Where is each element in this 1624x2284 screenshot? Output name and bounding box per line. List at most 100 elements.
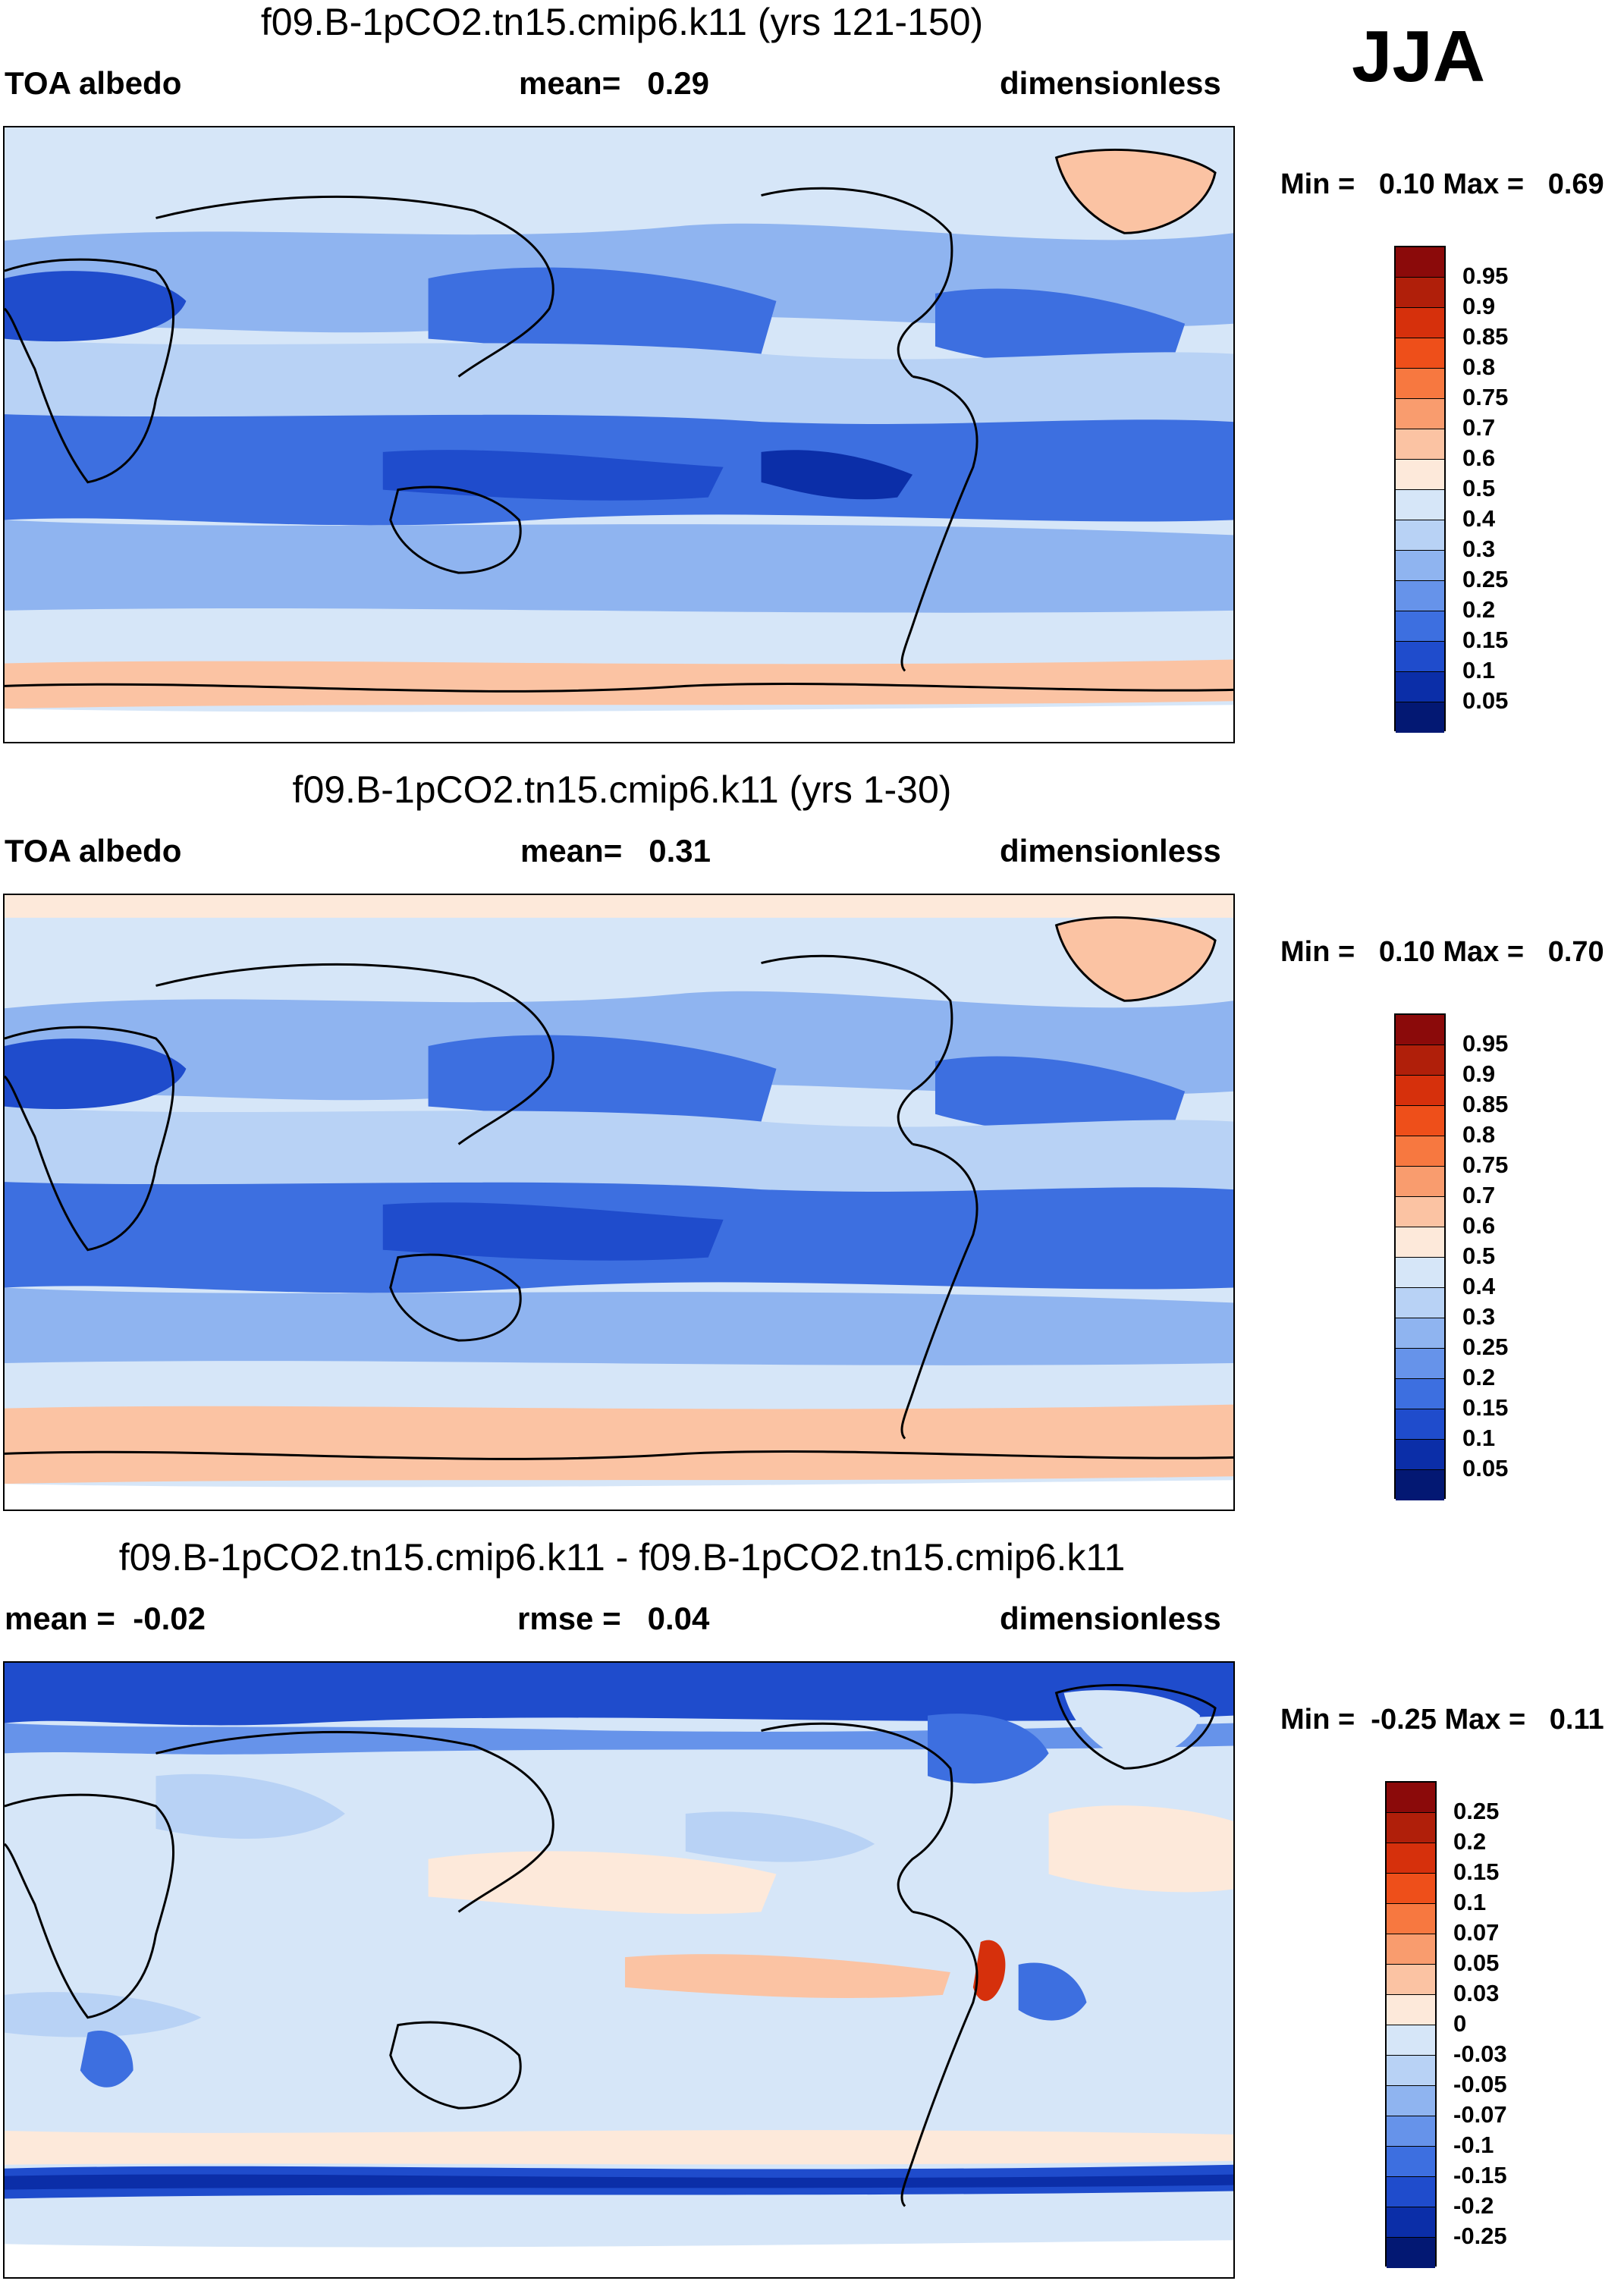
panel-2-units: dimensionless [1000, 833, 1221, 869]
colorbar-box [1396, 551, 1444, 581]
colorbar-box [1396, 1349, 1444, 1379]
colorbar-level-label: 0.75 [1462, 384, 1509, 410]
panel-1-units: dimensionless [1000, 65, 1221, 101]
colorbar-level-label: 0.6 [1462, 1212, 1496, 1239]
panel-3-minmax: Min = -0.25 Max = 0.11 [1280, 1704, 1604, 1736]
panel-2-map [3, 894, 1235, 1511]
panel-3-mean: mean = -0.02 [5, 1601, 206, 1636]
panel-1-variable: TOA albedo [5, 65, 182, 101]
colorbar-box [1396, 338, 1444, 369]
colorbar-level-label: 0.95 [1462, 262, 1509, 289]
panel-1-map [3, 126, 1235, 743]
colorbar-level-label: 0.1 [1462, 657, 1496, 683]
colorbar-box [1387, 1904, 1435, 1934]
colorbar-box [1396, 429, 1444, 460]
colorbar-level-label: 0.15 [1462, 1394, 1509, 1421]
panel-2-colorbar-labels: 0.95 0.9 0.85 0.8 0.75 0.7 0.6 0.5 0.4 0.3 0.25 0.2… [1462, 1013, 1553, 1499]
colorbar-level-label: -0.1 [1453, 2132, 1494, 2158]
colorbar-box [1396, 369, 1444, 399]
colorbar-level-label: 0.85 [1462, 1091, 1509, 1117]
colorbar-box [1387, 2177, 1435, 2207]
colorbar-level-label: 0.05 [1462, 1455, 1509, 1481]
colorbar-box [1387, 1783, 1435, 1813]
colorbar-box [1396, 1197, 1444, 1227]
colorbar-box [1396, 1288, 1444, 1318]
colorbar-level-label: 0.25 [1462, 1334, 1509, 1360]
colorbar-level-label: 0.25 [1462, 566, 1509, 592]
colorbar-level-label: 0.05 [1453, 1949, 1500, 1976]
panel-3-colorbar-labels: 0.25 0.2 0.15 0.1 0.07 0.05 0.03 0 -0.03 -0.05 -0.… [1453, 1781, 1552, 2267]
colorbar-level-label: 0.7 [1462, 1182, 1496, 1208]
colorbar-box [1387, 1813, 1435, 1843]
colorbar-level-label: 0.05 [1462, 687, 1509, 714]
panel-1-mean: mean= 0.29 [519, 65, 709, 101]
colorbar-level-label: 0.15 [1453, 1858, 1500, 1885]
colorbar-level-label: 0.4 [1462, 505, 1496, 532]
colorbar-box [1387, 2086, 1435, 2116]
colorbar-level-label: -0.25 [1453, 2223, 1507, 2249]
colorbar-level-label: -0.07 [1453, 2101, 1507, 2128]
colorbar-box [1387, 1934, 1435, 1965]
colorbar-level-label: 0.95 [1462, 1030, 1509, 1057]
panel-2-minmax: Min = 0.10 Max = 0.70 [1280, 936, 1604, 968]
colorbar-level-label: -0.2 [1453, 2192, 1494, 2219]
colorbar-level-label: 0.3 [1462, 1303, 1496, 1330]
colorbar-box [1396, 1440, 1444, 1470]
colorbar-level-label: 0.7 [1462, 414, 1496, 441]
colorbar-box [1387, 2116, 1435, 2147]
panel-1-colorbar [1394, 246, 1446, 733]
colorbar-level-label: 0.07 [1453, 1919, 1500, 1946]
colorbar-box [1396, 672, 1444, 702]
colorbar-box [1387, 1965, 1435, 1995]
colorbar-box [1387, 1995, 1435, 2025]
colorbar-box [1396, 581, 1444, 611]
colorbar-level-label: 0.8 [1462, 1121, 1496, 1148]
panel-2-title: f09.B-1pCO2.tn15.cmip6.k11 (yrs 1-30) [292, 768, 952, 811]
colorbar-level-label: 0.9 [1462, 1060, 1496, 1087]
panel-1-minmax: Min = 0.10 Max = 0.69 [1280, 168, 1604, 200]
colorbar-box [1387, 2147, 1435, 2177]
colorbar-box [1396, 278, 1444, 308]
colorbar-box [1396, 247, 1444, 278]
colorbar-box [1387, 2238, 1435, 2268]
colorbar-level-label: -0.05 [1453, 2071, 1507, 2097]
colorbar-level-label: 0.5 [1462, 475, 1496, 501]
colorbar-box [1396, 490, 1444, 520]
panel-3-title: f09.B-1pCO2.tn15.cmip6.k11 - f09.B-1pCO2… [118, 1536, 1126, 1579]
colorbar-box [1396, 1258, 1444, 1288]
panel-2-variable: TOA albedo [5, 833, 182, 869]
panel-3-units: dimensionless [1000, 1601, 1221, 1636]
colorbar-box [1387, 2025, 1435, 2056]
colorbar-box [1396, 611, 1444, 642]
colorbar-box [1396, 1470, 1444, 1500]
colorbar-box [1387, 2207, 1435, 2238]
colorbar-box [1396, 642, 1444, 672]
colorbar-level-label: 0.4 [1462, 1273, 1496, 1299]
colorbar-level-label: 0.6 [1462, 445, 1496, 471]
panel-1-title: f09.B-1pCO2.tn15.cmip6.k11 (yrs 121-150) [260, 1, 984, 43]
colorbar-box [1396, 1227, 1444, 1258]
colorbar-level-label: 0.2 [1462, 1364, 1496, 1390]
colorbar-box [1387, 2056, 1435, 2086]
colorbar-box [1396, 520, 1444, 551]
colorbar-box [1387, 1874, 1435, 1904]
colorbar-level-label: 0.3 [1462, 536, 1496, 562]
panel-1-colorbar-labels: 0.95 0.9 0.85 0.8 0.75 0.7 0.6 0.5 0.4 0.3 0.25 0.2… [1462, 246, 1553, 731]
panel-3-rmse: rmse = 0.04 [517, 1601, 710, 1636]
colorbar-level-label: 0.1 [1453, 1889, 1487, 1915]
panel-3-map [3, 1661, 1235, 2279]
colorbar-level-label: 0.15 [1462, 627, 1509, 653]
season-label: JJA [1352, 16, 1486, 97]
colorbar-level-label: 0.75 [1462, 1151, 1509, 1178]
colorbar-level-label: 0.2 [1453, 1828, 1487, 1855]
colorbar-box [1396, 1409, 1444, 1440]
colorbar-level-label: 0.03 [1453, 1980, 1500, 2006]
colorbar-level-label: -0.15 [1453, 2162, 1507, 2188]
colorbar-box [1396, 1379, 1444, 1409]
panel-2-colorbar [1394, 1013, 1446, 1500]
colorbar-box [1396, 1106, 1444, 1136]
colorbar-box [1396, 1015, 1444, 1045]
colorbar-box [1396, 308, 1444, 338]
colorbar-box [1387, 1843, 1435, 1874]
colorbar-level-label: 0.9 [1462, 293, 1496, 319]
